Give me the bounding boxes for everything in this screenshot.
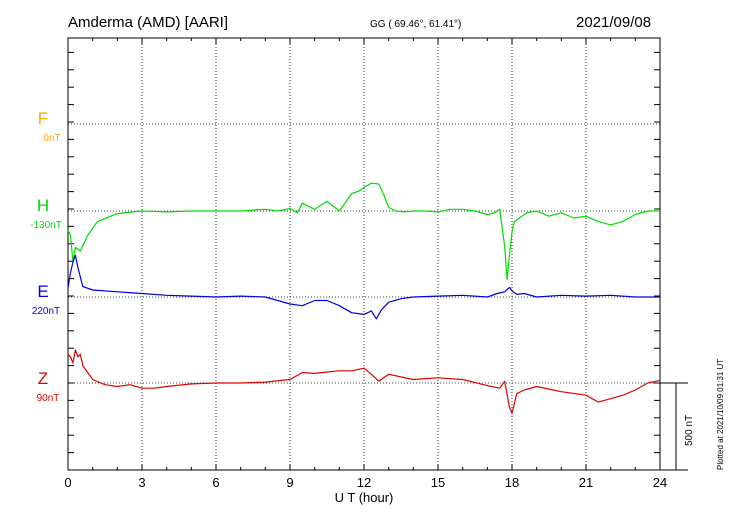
scale-bar: 500 nT bbox=[660, 382, 695, 471]
x-tick-label: 21 bbox=[579, 475, 593, 490]
station-title: Amderma (AMD) [AARI] bbox=[68, 14, 228, 31]
x-tick-label: 18 bbox=[505, 475, 519, 490]
series-line-z bbox=[67, 349, 661, 414]
baseline-label-e: 220nT bbox=[32, 306, 60, 317]
date-label: 2021/09/08 bbox=[576, 14, 651, 31]
series-label-h: H bbox=[37, 196, 49, 215]
series-line-e bbox=[67, 254, 660, 320]
series-lines bbox=[67, 182, 661, 414]
baseline-label-z: 90nT bbox=[37, 393, 60, 404]
plotted-at-note: Plotted at 2021/10/09 01:31 UT bbox=[716, 359, 725, 470]
x-tick-label: 24 bbox=[653, 475, 667, 490]
series-label-f: F bbox=[38, 109, 48, 128]
x-tick-label: 6 bbox=[212, 475, 219, 490]
grid-lines bbox=[68, 38, 660, 470]
baseline-label-f: 0nT bbox=[43, 133, 60, 144]
axis-ticks bbox=[67, 38, 661, 471]
x-tick-label: 3 bbox=[138, 475, 145, 490]
x-tick-label: 15 bbox=[431, 475, 445, 490]
scale-bar-label: 500 nT bbox=[684, 415, 695, 446]
series-label-e: E bbox=[37, 282, 48, 301]
coordinates-label: GG ( 69.46°, 61.41°) bbox=[370, 19, 461, 30]
x-axis-label: U T (hour) bbox=[335, 490, 394, 505]
series-label-z: Z bbox=[38, 369, 48, 388]
x-tick-label: 12 bbox=[357, 475, 371, 490]
x-tick-labels: 0 3 6 9 12 15 18 21 24 bbox=[64, 475, 667, 490]
series-line-h bbox=[67, 182, 660, 281]
baseline-label-h: -130nT bbox=[30, 220, 62, 231]
x-tick-label: 9 bbox=[286, 475, 293, 490]
x-tick-label: 0 bbox=[64, 475, 71, 490]
